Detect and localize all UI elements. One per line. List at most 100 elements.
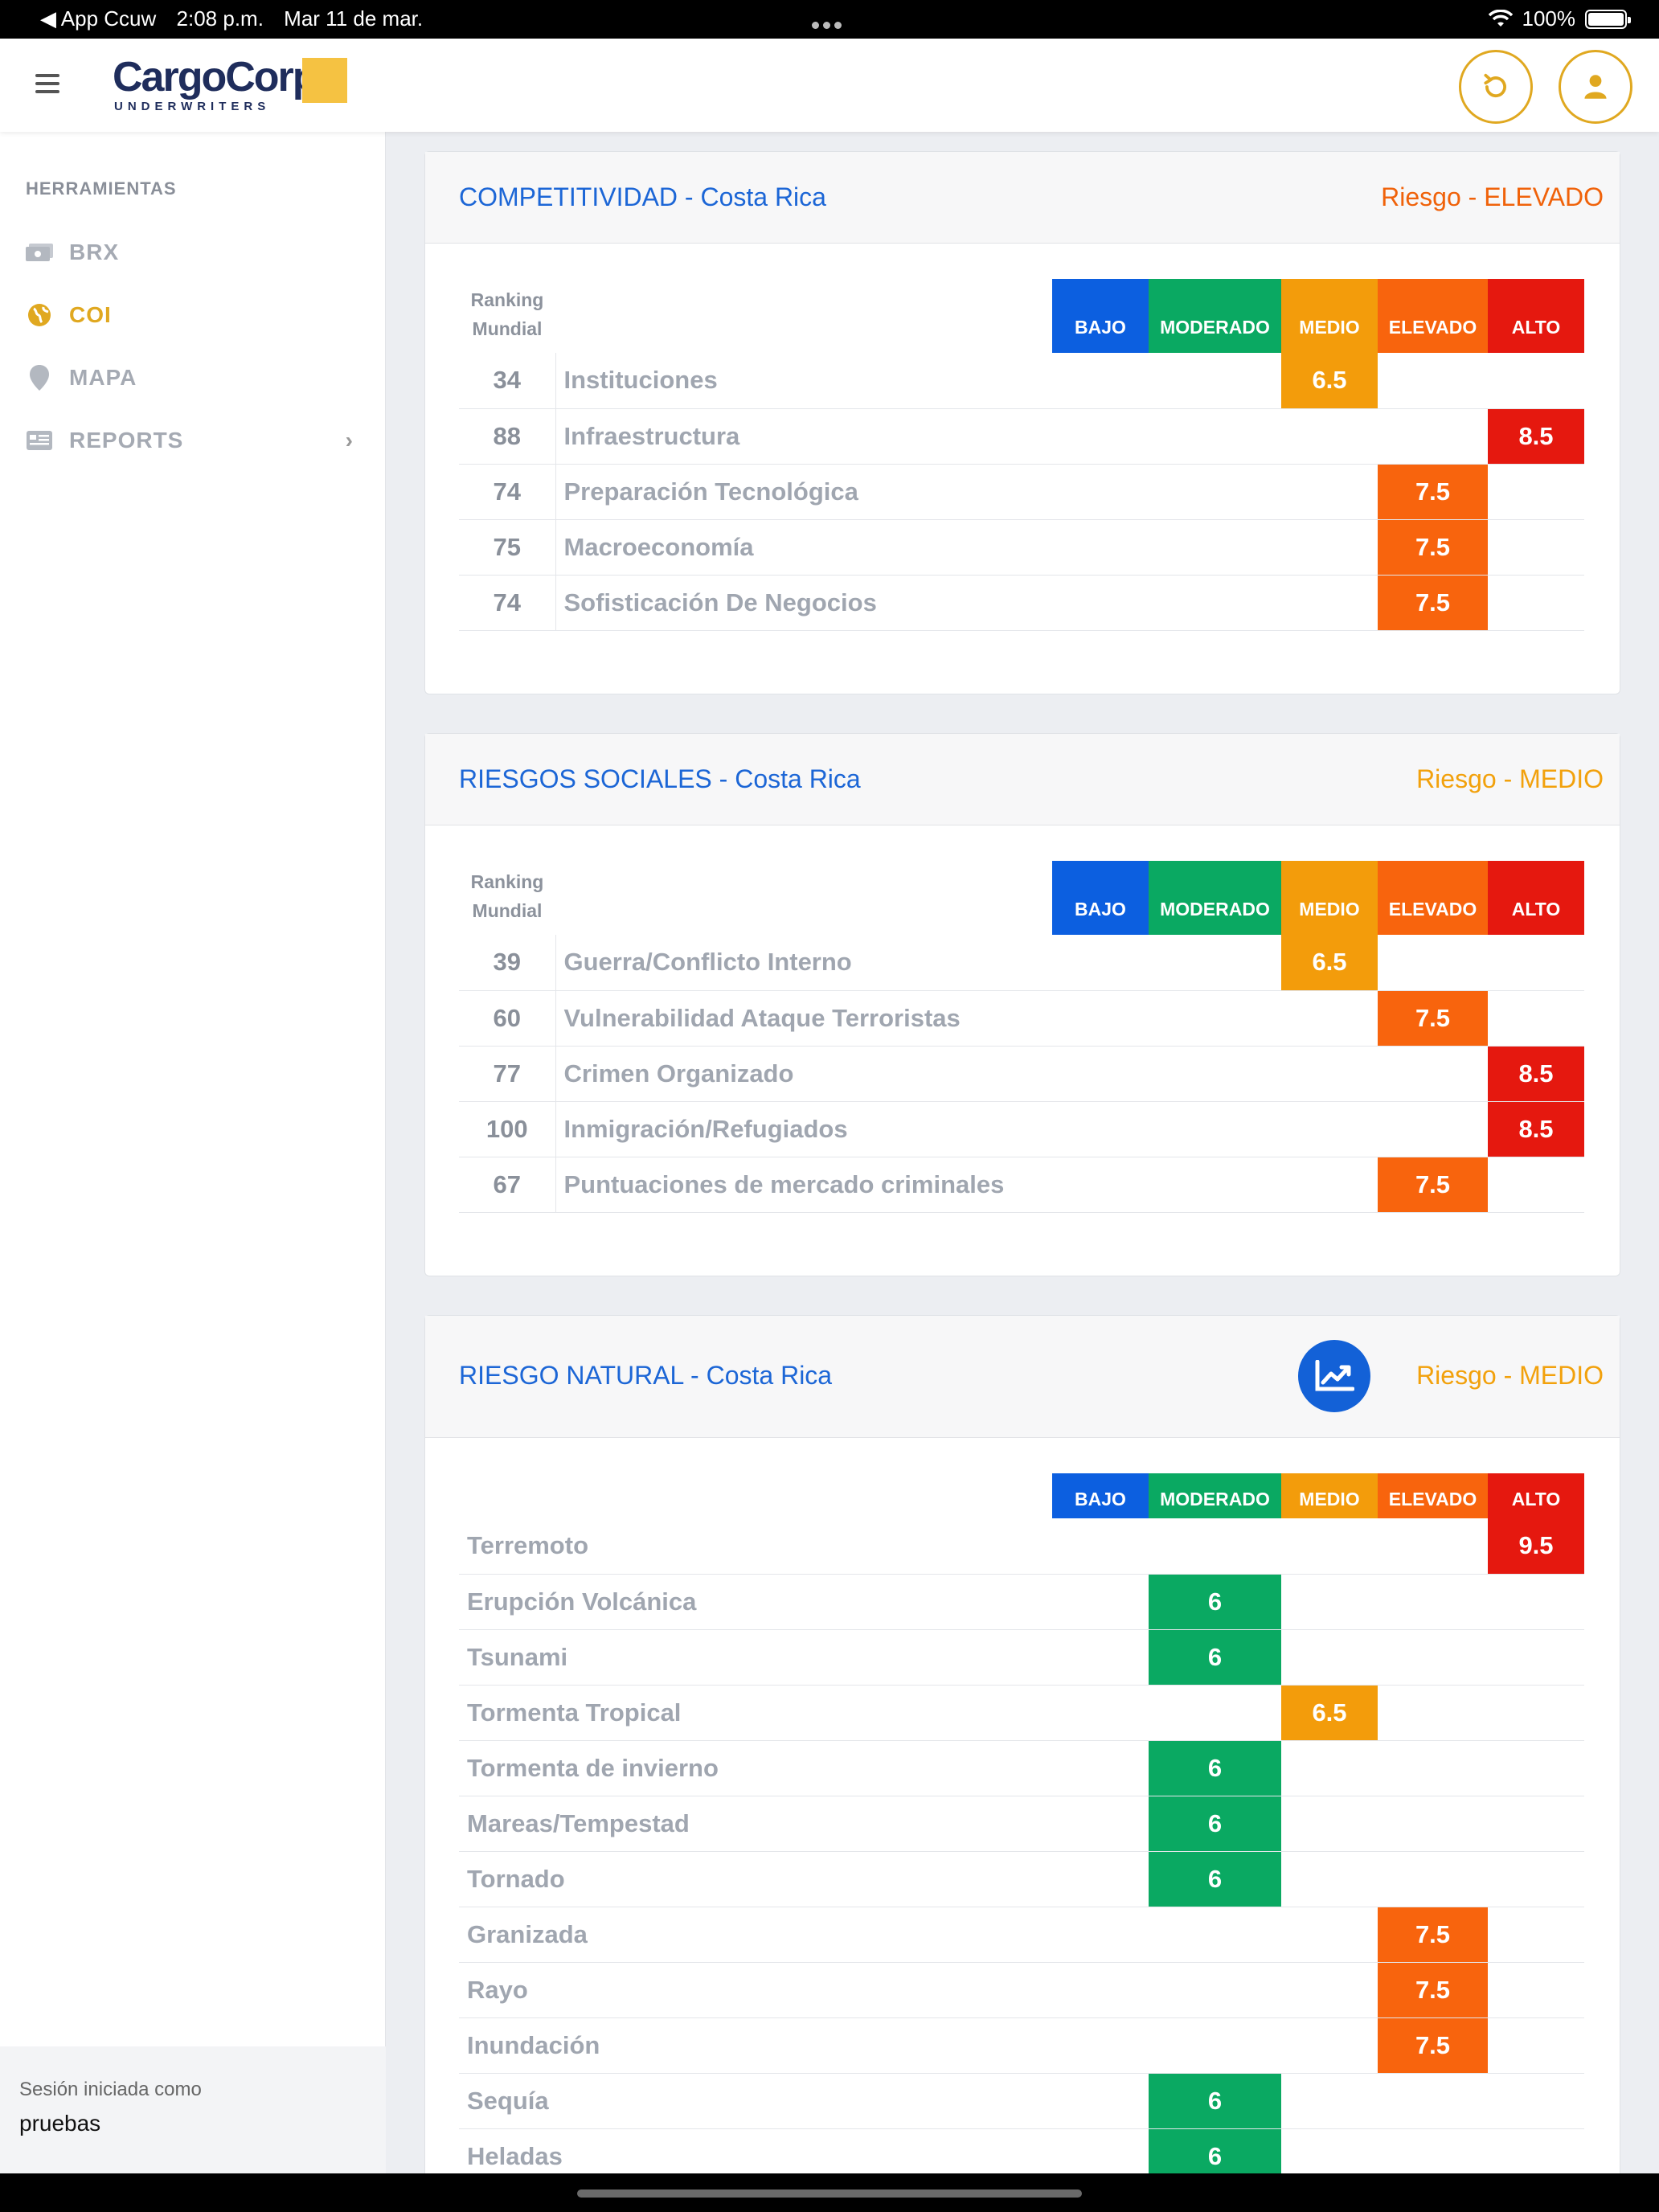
globe-icon xyxy=(26,301,53,329)
sidebar-item-brx[interactable]: BRX xyxy=(26,228,363,276)
cargocorp-logo[interactable]: CargoCorp UNDERWRITERS xyxy=(113,53,347,113)
map-pin-icon xyxy=(26,364,53,391)
empty-level-cell xyxy=(1488,1157,1584,1213)
table-row: 74 Sofisticación De Negocios 7.5 xyxy=(459,575,1584,631)
indicator-name: Granizada xyxy=(459,1907,1052,1963)
sidebar-heading: HERRAMIENTAS xyxy=(26,178,177,199)
empty-level-cell xyxy=(1488,464,1584,520)
empty-level-cell xyxy=(1378,1629,1488,1686)
empty-level-cell xyxy=(1488,1574,1584,1630)
score-cell: 7.5 xyxy=(1378,2017,1488,2074)
ranking-header-line: Mundial xyxy=(472,318,543,339)
empty-level-cell xyxy=(1488,1740,1584,1796)
table-row: Inundación 7.5 xyxy=(459,2017,1584,2074)
empty-level-cell xyxy=(1378,1574,1488,1630)
level-header-elevado: ELEVADO xyxy=(1378,1473,1488,1518)
empty-level-cell xyxy=(1149,519,1281,576)
session-panel: Sesión iniciada como pruebas xyxy=(0,2046,386,2173)
section-card-riesgos-sociales: RIESGOS SOCIALES - Costa Rica Riesgo - M… xyxy=(424,733,1620,1276)
rank-cell: 60 xyxy=(459,990,556,1047)
indicator-name: Macroeconomía xyxy=(555,519,1052,576)
empty-level-cell xyxy=(1281,575,1378,631)
empty-level-cell xyxy=(1052,2128,1149,2173)
sidebar-item-mapa[interactable]: MAPA xyxy=(26,354,363,402)
section-title: COMPETITIVIDAD - Costa Rica xyxy=(459,182,826,211)
risk-table: BAJO MODERADO MEDIO ELEVADO ALTO Terremoto 9.5… xyxy=(459,1473,1584,2173)
ranking-header-line: Ranking xyxy=(470,289,544,310)
empty-level-cell xyxy=(1488,1685,1584,1741)
rank-cell: 74 xyxy=(459,575,556,631)
empty-level-cell xyxy=(1378,1685,1488,1741)
rank-cell: 88 xyxy=(459,408,556,465)
level-header-alto: ALTO xyxy=(1488,861,1584,935)
user-profile-button[interactable] xyxy=(1559,50,1632,124)
empty-level-cell xyxy=(1052,1157,1149,1213)
logo-square xyxy=(302,58,347,103)
indicator-name: Inmigración/Refugiados xyxy=(555,1101,1052,1157)
empty-level-cell xyxy=(1488,2073,1584,2129)
empty-level-cell xyxy=(1052,2073,1149,2129)
indicator-name: Mareas/Tempestad xyxy=(459,1796,1052,1852)
empty-level-cell xyxy=(1149,1101,1281,1157)
section-risk-label: Riesgo - MEDIO xyxy=(1416,764,1604,793)
empty-level-cell xyxy=(1149,1518,1281,1575)
sidebar-item-coi[interactable]: COI xyxy=(26,291,363,339)
empty-level-cell xyxy=(1149,1685,1281,1741)
multitask-dots-icon[interactable] xyxy=(812,10,847,29)
app-header: CargoCorp UNDERWRITERS xyxy=(0,39,1659,132)
indicator-name: Infraestructura xyxy=(555,408,1052,465)
empty-level-cell xyxy=(1052,1685,1149,1741)
score-cell: 6 xyxy=(1149,1851,1281,1907)
indicator-name: Tornado xyxy=(459,1851,1052,1907)
empty-level-cell xyxy=(1488,2017,1584,2074)
empty-level-cell xyxy=(1052,464,1149,520)
empty-level-cell xyxy=(1281,1157,1378,1213)
level-header-medio: MEDIO xyxy=(1281,861,1378,935)
empty-level-cell xyxy=(1052,1046,1149,1102)
trend-chart-button[interactable] xyxy=(1298,1340,1370,1412)
level-header-moderado: MODERADO xyxy=(1149,279,1281,353)
indicator-name: Terremoto xyxy=(459,1518,1052,1575)
empty-level-cell xyxy=(1378,1046,1488,1102)
ranking-header-line: Mundial xyxy=(472,900,543,921)
hamburger-menu-icon[interactable] xyxy=(35,74,59,95)
empty-level-cell xyxy=(1149,1907,1281,1963)
section-title: RIESGO NATURAL - Costa Rica xyxy=(459,1361,833,1390)
score-cell: 7.5 xyxy=(1378,1962,1488,2018)
back-to-app-link[interactable]: ◀ App Ccuw xyxy=(40,6,157,31)
empty-level-cell xyxy=(1052,935,1149,991)
score-cell: 8.5 xyxy=(1488,1046,1584,1102)
main-content[interactable]: COMPETITIVIDAD - Costa Rica Riesgo - ELE… xyxy=(386,132,1659,2173)
empty-level-cell xyxy=(1052,1518,1149,1575)
empty-level-cell xyxy=(1488,519,1584,576)
level-header-elevado: ELEVADO xyxy=(1378,279,1488,353)
table-row: Heladas 6 xyxy=(459,2128,1584,2173)
sidebar-item-label: MAPA xyxy=(69,365,137,390)
empty-level-cell xyxy=(1281,1851,1378,1907)
table-row: Terremoto 9.5 xyxy=(459,1518,1584,1575)
empty-level-cell xyxy=(1052,1574,1149,1630)
empty-level-cell xyxy=(1149,990,1281,1047)
table-row: 74 Preparación Tecnológica 7.5 xyxy=(459,464,1584,520)
refresh-button[interactable] xyxy=(1459,50,1533,124)
level-header-medio: MEDIO xyxy=(1281,1473,1378,1518)
ranking-header-line: Ranking xyxy=(470,871,544,892)
user-icon xyxy=(1584,75,1607,99)
table-row: Tornado 6 xyxy=(459,1851,1584,1907)
score-cell: 8.5 xyxy=(1488,408,1584,465)
table-row: 88 Infraestructura 8.5 xyxy=(459,408,1584,465)
home-indicator xyxy=(0,2173,1659,2212)
empty-level-cell xyxy=(1488,1907,1584,1963)
score-cell: 6 xyxy=(1149,1796,1281,1852)
empty-level-cell xyxy=(1378,2073,1488,2129)
rank-cell: 67 xyxy=(459,1157,556,1213)
name-header-spacer xyxy=(555,861,1052,935)
risk-table: Ranking Mundial BAJO MODERADO MEDIO ELEVADO AL… xyxy=(459,279,1584,631)
logo-brand-text: CargoCorp xyxy=(113,54,318,100)
level-header-row: Ranking Mundial BAJO MODERADO MEDIO ELEVADO AL… xyxy=(459,279,1584,353)
empty-level-cell xyxy=(1149,575,1281,631)
sidebar-item-reports[interactable]: REPORTS › xyxy=(26,416,363,465)
indicator-name: Instituciones xyxy=(555,353,1052,409)
empty-level-cell xyxy=(1281,990,1378,1047)
name-header-spacer xyxy=(459,1473,1052,1518)
